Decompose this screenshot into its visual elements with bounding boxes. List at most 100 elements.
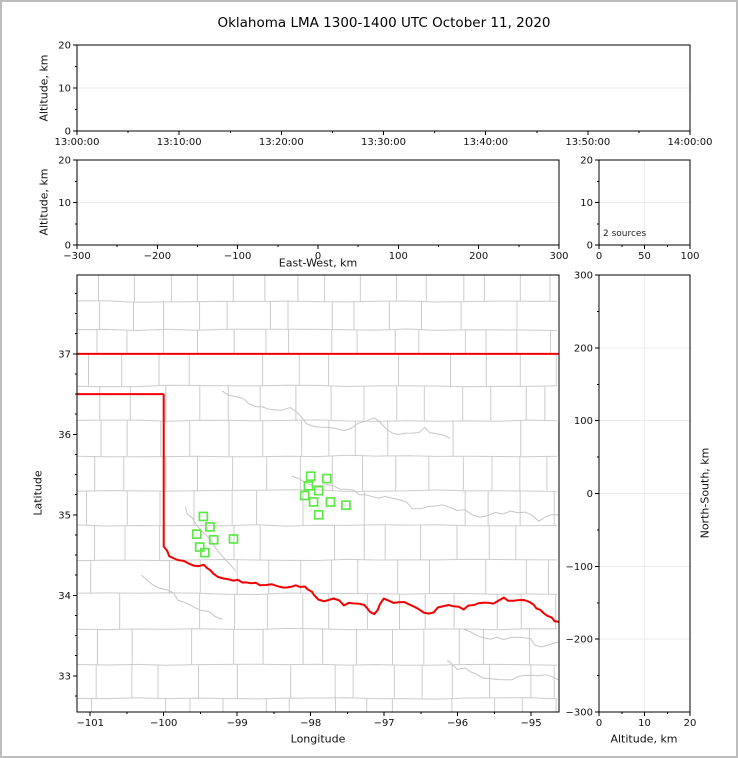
lma-station-marker (325, 497, 336, 507)
lma-station-marker (313, 509, 324, 520)
lma-station-marker (191, 529, 202, 539)
lma-station-marker (194, 542, 205, 552)
county-line (77, 328, 558, 332)
tick-label: 200 (469, 251, 488, 262)
tick-label: 14:00:00 (668, 137, 713, 148)
tick-label: 13:50:00 (565, 137, 610, 148)
tick-label: 35 (58, 510, 71, 521)
tick-label: 0 (596, 718, 602, 729)
river-line (141, 574, 223, 620)
tick-label: 50 (638, 251, 651, 262)
tick-label: 37 (58, 349, 71, 360)
tick-label: −98 (300, 718, 321, 729)
xlabel-eastwest-panel: East-West, km (278, 256, 358, 270)
lma-station-marker (199, 547, 210, 558)
river-line (463, 628, 559, 648)
lma-station-marker (321, 473, 332, 484)
tick-label: 100 (389, 251, 408, 262)
ylabel-eastwest-panel: Altitude, km (37, 168, 51, 236)
tick-label: 0 (587, 489, 593, 500)
lma-station-marker (208, 534, 219, 545)
panel-northsouth-altitude: 0 10 20 300 200 100 0 −100 −200 −300 (566, 271, 697, 730)
xlabel-altitude-ns-panel: Altitude, km (610, 732, 678, 746)
tick-label: 10 (58, 84, 71, 95)
river-line (446, 659, 559, 681)
xlabel-map-longitude: Longitude (290, 732, 346, 746)
county-line (77, 524, 558, 527)
lma-station-marker (299, 490, 310, 501)
panel-source-histogram: 0 50 100 0 10 20 (580, 156, 699, 263)
tick-label: 13:40:00 (463, 137, 508, 148)
tick-label: 200 (574, 343, 593, 354)
tick-label: 20 (58, 156, 71, 167)
county-line (77, 454, 558, 458)
panel-altitude-time: 13:00:00 13:10:00 13:20:00 13:30:00 13:40:00… (55, 41, 713, 149)
tick-label: 20 (58, 41, 71, 52)
panel-map-plot-area[interactable] (77, 275, 559, 712)
tick-label: 100 (680, 251, 699, 262)
tick-label: 0 (596, 251, 602, 262)
tick-label: 10 (580, 198, 593, 209)
tick-label: 13:00:00 (55, 137, 100, 148)
tick-label: −200 (144, 251, 171, 262)
tick-label: 10 (638, 718, 651, 729)
lma-station-marker (205, 522, 215, 532)
tick-label: 100 (574, 416, 593, 427)
tick-label: 13:10:00 (157, 137, 202, 148)
tick-label: 34 (58, 591, 71, 602)
county-line (77, 384, 558, 388)
tick-label: −100 (566, 562, 593, 573)
source-count-annotation: 2 sources (603, 229, 647, 239)
county-line (77, 663, 558, 666)
county-line (77, 697, 558, 700)
tick-label: −200 (566, 635, 593, 646)
ylabel-northsouth-panel: North-South, km (698, 447, 712, 539)
county-line (77, 592, 558, 596)
ylabel-altitude-time-panel: Altitude, km (37, 54, 51, 122)
lma-station-marker (308, 497, 319, 507)
tick-label: 0 (315, 251, 321, 262)
county-line (77, 300, 558, 303)
county-line (77, 419, 558, 422)
lma-station-marker (305, 471, 316, 482)
tick-label: −101 (76, 718, 103, 729)
state-boundary-red-river (163, 546, 559, 623)
tick-label: −99 (227, 718, 248, 729)
tick-label: 20 (580, 156, 593, 167)
tick-label: −300 (566, 708, 593, 719)
tick-label: 0 (587, 241, 593, 252)
tick-label: −97 (374, 718, 395, 729)
panel-altitude-eastwest: −300 −200 −100 0 100 200 300 0 10 20 (58, 156, 568, 263)
lma-station-marker (228, 534, 239, 544)
county-line (77, 558, 558, 562)
tick-label: 300 (574, 271, 593, 282)
panel-map-frame (76, 274, 560, 713)
tick-label: 33 (58, 671, 71, 682)
tick-label: −95 (521, 718, 542, 729)
tick-label: 10 (58, 198, 71, 209)
lma-station-marker (341, 500, 351, 511)
tick-label: 36 (58, 430, 71, 441)
tick-label: 20 (684, 718, 697, 729)
figure-title: Oklahoma LMA 1300-1400 UTC October 11, 2… (217, 15, 551, 31)
panel-map: −101 −100 −99 −98 −97 −96 −95 33 34 35 36 37 (58, 274, 560, 729)
county-line (77, 627, 558, 631)
tick-label: −300 (63, 251, 90, 262)
map-layers (77, 275, 559, 712)
tick-label: −100 (150, 718, 177, 729)
river-line (221, 390, 451, 439)
lma-station-marker (303, 481, 314, 491)
river-line (291, 475, 559, 522)
tick-label: 0 (65, 241, 71, 252)
lma-station-marker (198, 511, 209, 522)
tick-label: 300 (549, 251, 568, 262)
ylabel-map-latitude: Latitude (31, 470, 45, 516)
lma-station-marker (313, 485, 324, 496)
tick-label: 0 (65, 127, 71, 138)
tick-label: −96 (447, 718, 468, 729)
tick-label: 13:20:00 (259, 137, 304, 148)
tick-label: 13:30:00 (361, 137, 406, 148)
county-line (77, 489, 558, 492)
